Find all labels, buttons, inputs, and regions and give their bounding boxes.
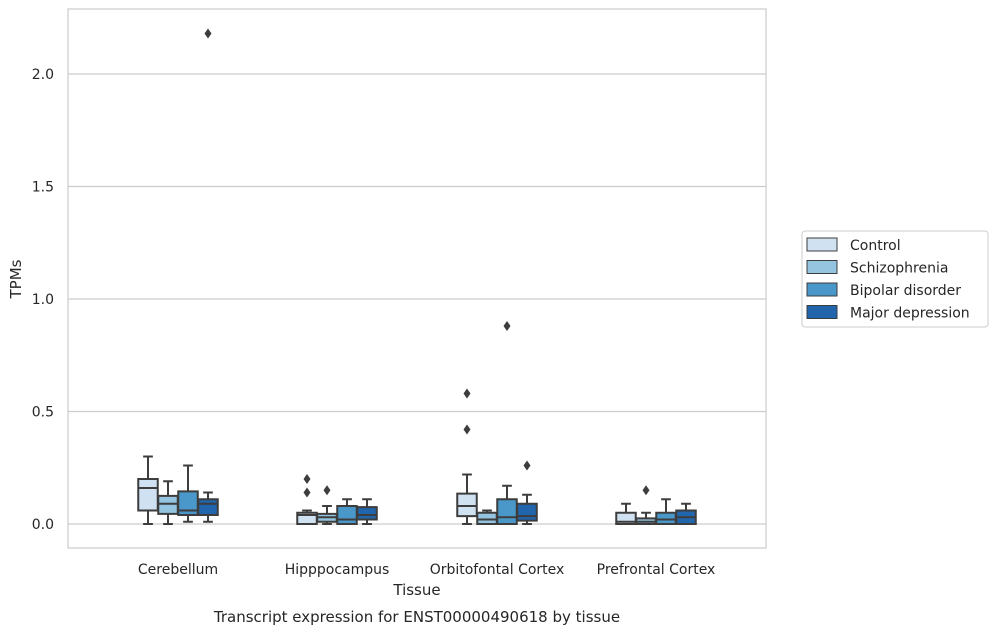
box-bipolar-disorder-3 xyxy=(655,498,677,525)
legend-label: Control xyxy=(850,238,901,254)
outlier-point xyxy=(463,424,471,435)
box-body xyxy=(356,506,378,521)
box-bipolar-disorder-2 xyxy=(496,321,518,525)
y-tick-label: 2.0 xyxy=(32,67,54,83)
box-bipolar-disorder-0 xyxy=(177,464,199,523)
legend: Control Schizophrenia Bipolar disorder Majo… xyxy=(801,230,989,328)
box-schizophrenia-3 xyxy=(635,485,657,525)
legend-frame xyxy=(801,230,989,328)
box-body xyxy=(516,502,538,522)
legend-swatch xyxy=(806,260,838,274)
box-body xyxy=(496,498,518,525)
box-body xyxy=(456,492,478,518)
chart-caption: Transcript expression for ENST0000049061… xyxy=(213,608,620,626)
box-control-1 xyxy=(296,474,318,525)
x-tick-label: Hipppocampus xyxy=(285,562,390,578)
outlier-point xyxy=(523,460,531,471)
box-major-depression-1 xyxy=(356,498,378,525)
box-body xyxy=(476,511,498,525)
legend-swatch xyxy=(806,282,838,297)
box-schizophrenia-0 xyxy=(157,480,179,525)
legend-label: Bipolar disorder xyxy=(850,283,961,299)
y-tick-label: 1.5 xyxy=(32,180,54,196)
x-tick-label: Orbitofontal Cortex xyxy=(430,562,565,578)
outlier-point xyxy=(323,485,331,496)
y-tick-label: 0.0 xyxy=(32,517,54,533)
outlier-point xyxy=(463,388,471,399)
x-axis-label: Tissue xyxy=(392,581,440,599)
box-control-3 xyxy=(615,502,637,525)
box-body xyxy=(655,511,677,525)
y-axis-label: TPMs xyxy=(7,259,25,299)
x-axis-ticks: Cerebellum Hipppocampus Orbitofontal Corte… xyxy=(138,562,715,578)
x-tick-label: Cerebellum xyxy=(138,562,218,578)
legend-label: Major depression xyxy=(850,306,970,322)
box-major-depression-0 xyxy=(197,28,219,523)
outlier-point xyxy=(303,474,311,484)
plot-area-frame xyxy=(67,8,767,549)
outlier-point xyxy=(503,321,511,331)
box-major-depression-2 xyxy=(516,460,538,525)
box-control-2 xyxy=(456,388,478,525)
box-layer xyxy=(137,28,697,525)
legend-label: Schizophrenia xyxy=(850,261,948,277)
box-major-depression-3 xyxy=(675,502,697,525)
y-tick-label: 0.5 xyxy=(32,405,54,421)
outlier-point xyxy=(303,487,311,498)
box-body xyxy=(157,494,179,515)
legend-swatch xyxy=(806,237,838,252)
y-tick-label: 1.0 xyxy=(32,292,54,308)
box-body xyxy=(336,505,358,525)
box-schizophrenia-1 xyxy=(316,485,338,525)
outlier-point xyxy=(204,28,212,39)
box-bipolar-disorder-1 xyxy=(336,498,358,525)
box-control-0 xyxy=(137,455,159,525)
x-tick-label: Prefrontal Cortex xyxy=(597,562,716,578)
box-body xyxy=(137,478,159,512)
grid-layer xyxy=(68,73,766,525)
box-body xyxy=(197,498,219,516)
outlier-point xyxy=(642,485,650,496)
legend-swatch xyxy=(806,305,838,319)
box-schizophrenia-2 xyxy=(476,509,498,525)
y-axis-ticks: 0.0 0.5 1.0 1.5 2.0 xyxy=(32,67,54,533)
